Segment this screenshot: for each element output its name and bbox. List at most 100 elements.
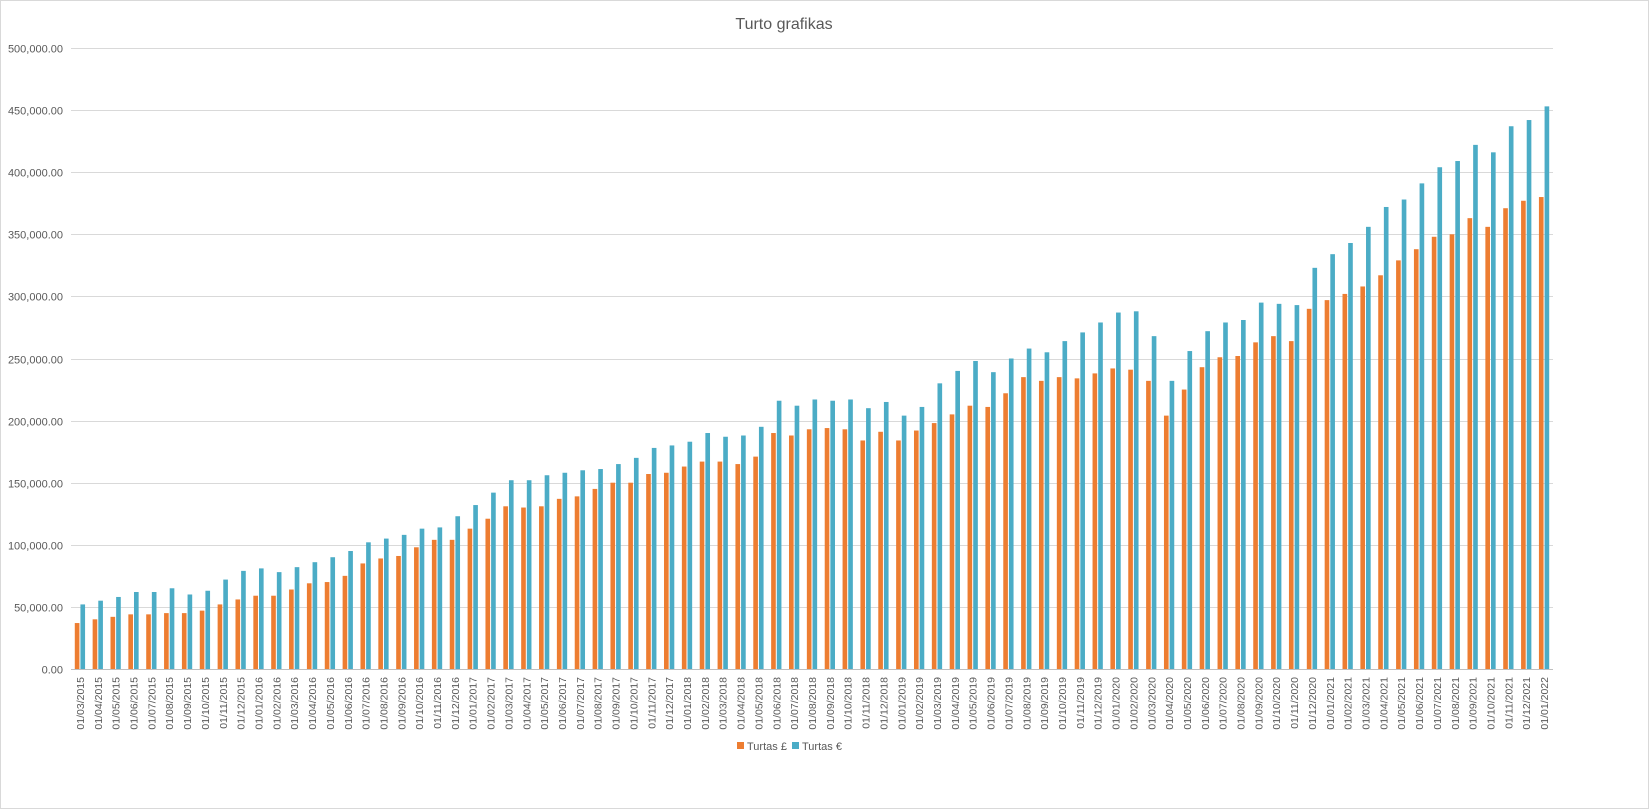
x-tick-label: 01/03/2016 <box>289 677 301 730</box>
x-tick-label: 01/11/2015 <box>218 677 230 729</box>
bar-turtas-eur <box>98 600 103 669</box>
x-tick-label: 01/01/2019 <box>896 677 908 730</box>
x-tick-label: 01/02/2016 <box>271 677 283 730</box>
bar-turtas-gbp <box>360 563 366 669</box>
bar-turtas-gbp <box>235 599 241 669</box>
x-tick-label: 01/10/2018 <box>843 677 855 730</box>
bar-turtas-eur <box>419 528 425 669</box>
bar-turtas-gbp <box>1003 393 1008 669</box>
bar-turtas-gbp <box>628 482 633 669</box>
x-tick-label: 01/09/2021 <box>1468 677 1480 730</box>
bar-turtas-eur <box>1169 380 1175 669</box>
legend-label-turtas-gbp: Turtas £ <box>747 741 787 753</box>
x-tick-label: 01/07/2015 <box>146 677 158 730</box>
y-tick-label: 400,000.00 <box>8 168 63 180</box>
bar-turtas-eur <box>276 572 282 669</box>
x-tick-label: 01/03/2021 <box>1361 677 1373 730</box>
bar-turtas-gbp <box>146 614 151 669</box>
x-tick-label: 01/04/2019 <box>950 677 962 730</box>
bar-turtas-gbp <box>1163 415 1169 669</box>
x-tick-label: 01/09/2016 <box>396 677 408 730</box>
bar-turtas-eur <box>741 435 746 669</box>
bar-turtas-gbp <box>574 496 580 669</box>
bar-turtas-gbp <box>1199 367 1205 669</box>
bar-turtas-eur <box>544 475 550 669</box>
x-tick-label: 01/12/2021 <box>1521 677 1533 730</box>
x-tick-label: 01/12/2018 <box>878 677 890 730</box>
bar-turtas-eur <box>473 505 478 669</box>
x-tick-label: 01/03/2015 <box>75 677 87 730</box>
bar-turtas-eur <box>1223 322 1228 669</box>
x-tick-label: 01/08/2021 <box>1450 677 1462 730</box>
bar-turtas-eur <box>1026 348 1032 669</box>
bar-turtas-eur <box>669 445 675 669</box>
x-tick-label: 01/04/2017 <box>521 677 533 730</box>
bar-turtas-gbp <box>931 423 937 669</box>
bar-turtas-eur <box>455 516 461 669</box>
bar-turtas-gbp <box>414 547 419 669</box>
y-tick-label: 150,000.00 <box>8 479 63 491</box>
x-tick-label: 01/02/2018 <box>700 677 712 730</box>
bar-turtas-eur <box>883 401 889 669</box>
bar-turtas-eur <box>1258 302 1264 669</box>
y-tick-label: 50,000.00 <box>14 603 63 615</box>
bar-turtas-eur <box>651 447 657 669</box>
bar-turtas-eur <box>1276 303 1282 669</box>
x-tick-label: 01/09/2015 <box>182 677 194 730</box>
bar-turtas-gbp <box>913 430 919 669</box>
bar-turtas-eur <box>1312 267 1318 669</box>
x-tick-label: 01/04/2018 <box>736 677 748 730</box>
bar-turtas-eur <box>169 588 175 669</box>
x-tick-label: 01/12/2019 <box>1093 677 1105 730</box>
x-tick-label: 01/06/2018 <box>771 677 783 730</box>
bar-turtas-eur <box>241 570 246 669</box>
bar-turtas-gbp <box>449 539 455 669</box>
x-tick-label: 01/06/2021 <box>1414 677 1426 730</box>
bar-turtas-gbp <box>1235 356 1241 669</box>
bar-turtas-gbp <box>949 414 955 669</box>
bar-turtas-gbp <box>342 575 348 669</box>
x-tick-label: 01/11/2016 <box>432 677 444 729</box>
bar-turtas-gbp <box>74 623 80 669</box>
x-tick-label: 01/07/2016 <box>361 677 373 730</box>
x-tick-label: 01/01/2016 <box>253 677 265 730</box>
bar-turtas-gbp <box>1128 369 1133 669</box>
bar-turtas-eur <box>258 568 264 669</box>
bar-turtas-gbp <box>1288 341 1294 669</box>
x-tick-label: 01/01/2022 <box>1539 677 1551 730</box>
bar-turtas-eur <box>955 370 960 669</box>
x-axis-ticks: 01/03/2015 01/04/2015 01/05/2015 01/06/2015… <box>75 677 1551 730</box>
x-tick-label: 01/03/2020 <box>1146 677 1158 730</box>
bar-turtas-eur <box>723 436 728 669</box>
bar-turtas-eur <box>1437 167 1443 669</box>
bar-turtas-eur <box>294 567 300 669</box>
bar-turtas-gbp <box>1038 380 1044 669</box>
bar-turtas-gbp <box>521 507 526 669</box>
bar-turtas-eur <box>919 406 925 669</box>
bar-turtas-gbp <box>1413 249 1419 670</box>
x-tick-label: 01/02/2017 <box>486 677 498 730</box>
x-tick-label: 01/08/2015 <box>164 677 176 730</box>
bar-turtas-eur <box>1508 126 1514 670</box>
bar-turtas-eur <box>705 433 711 669</box>
bar-turtas-eur <box>1294 305 1300 669</box>
bar-turtas-gbp <box>1396 260 1401 669</box>
bar-turtas-eur <box>205 590 211 669</box>
bar-turtas-eur <box>508 480 514 669</box>
bar-turtas-eur <box>598 469 603 669</box>
bar-turtas-gbp <box>806 429 812 669</box>
x-tick-label: 01/06/2019 <box>986 677 998 730</box>
bar-turtas-gbp <box>217 604 223 669</box>
bar-turtas-eur <box>383 538 389 669</box>
bar-turtas-gbp <box>92 619 98 669</box>
x-tick-label: 01/05/2020 <box>1182 677 1194 730</box>
x-tick-label: 01/10/2017 <box>628 677 640 730</box>
bar-turtas-gbp <box>556 498 562 669</box>
y-tick-label: 350,000.00 <box>8 230 63 242</box>
bar-turtas-gbp <box>735 464 741 669</box>
x-tick-label: 01/01/2018 <box>682 677 694 730</box>
bar-turtas-eur <box>776 400 782 669</box>
x-tick-label: 01/08/2018 <box>807 677 819 730</box>
bar-turtas-eur <box>1008 358 1014 669</box>
x-tick-label: 01/05/2015 <box>111 677 123 730</box>
